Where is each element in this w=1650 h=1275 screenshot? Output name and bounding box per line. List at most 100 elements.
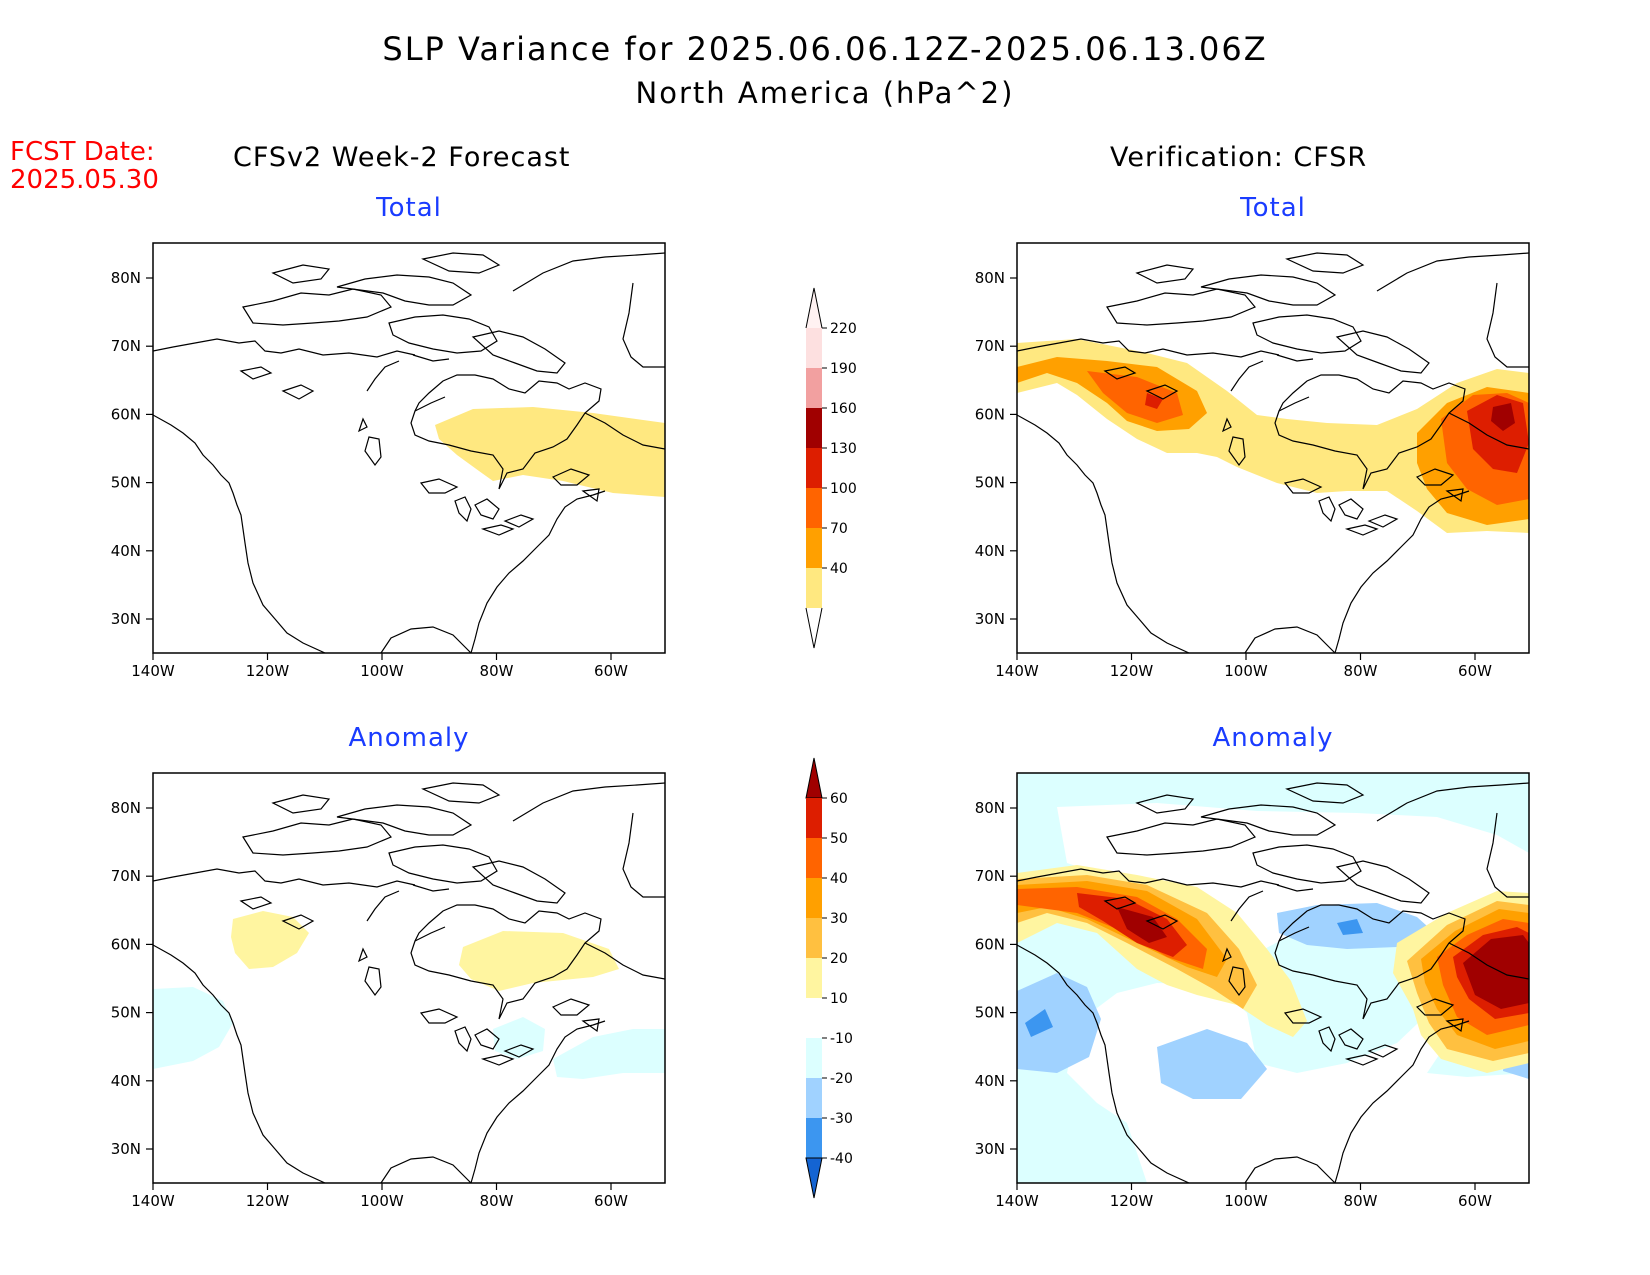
- lat-tick-label: 40N: [975, 542, 1005, 560]
- colorbar-anomaly-swatch: [806, 958, 822, 998]
- lat-tick-label: 50N: [975, 1004, 1005, 1022]
- axis-labels: 80N 70N 60N 50N 40N 30N 140W 120W 100W 80W 60W 80N 7…: [111, 269, 1492, 1210]
- colorbar-total-swatch: [806, 328, 822, 368]
- map-forecast-anomaly: [152, 772, 666, 1184]
- lat-tick-label: 70N: [111, 337, 141, 355]
- lon-tick-label: 60W: [1458, 1192, 1492, 1210]
- colorbar-anomaly-label: -30: [830, 1111, 853, 1127]
- forecast-column-title: CFSv2 Week-2 Forecast: [233, 142, 571, 173]
- panel-label-verification-total: Total: [1240, 193, 1306, 223]
- colorbar-total-swatch: [806, 528, 822, 568]
- lon-tick-label: 60W: [594, 1192, 628, 1210]
- colorbar-anomaly-label: 20: [830, 951, 848, 967]
- colorbar-total-label: 40: [830, 561, 848, 577]
- panel-label-forecast-anomaly: Anomaly: [348, 723, 470, 753]
- lon-tick-label: 120W: [1110, 662, 1154, 680]
- lat-tick-label: 60N: [975, 935, 1005, 953]
- lat-tick-label: 30N: [111, 1140, 141, 1158]
- lat-tick-label: 60N: [111, 405, 141, 423]
- lon-tick-label: 140W: [995, 662, 1039, 680]
- fcst-date-value: 2025.05.30: [10, 165, 159, 195]
- lon-tick-label: 140W: [131, 662, 175, 680]
- lat-tick-label: 30N: [975, 610, 1005, 628]
- map-forecast-total: [152, 242, 666, 654]
- shade-forecast-anomaly-neg10-b: [493, 1017, 665, 1079]
- colorbar-anomaly-label: -20: [830, 1071, 853, 1087]
- colorbar-anomaly-swatch: [806, 918, 822, 958]
- shade-verification-anomaly-60: [1117, 907, 1529, 1009]
- lon-tick-label: 100W: [360, 1192, 404, 1210]
- shade-verification-anomaly-50: [1077, 893, 1529, 1019]
- lat-tick-label: 80N: [111, 269, 141, 287]
- colorbar-total-swatch: [806, 448, 822, 488]
- lon-tick-label: 100W: [360, 662, 404, 680]
- lon-tick-label: 60W: [594, 662, 628, 680]
- colorbar-anomaly: 60 50 40 30 20 10 -10 -20 -30 -40: [805, 757, 853, 1199]
- colorbar-anomaly-swatch: [806, 998, 822, 1038]
- colorbar-anomaly-label: 60: [830, 791, 848, 807]
- colorbar-anomaly-label: -10: [830, 1031, 853, 1047]
- panel-label-forecast-total: Total: [376, 193, 442, 223]
- shade-verification-total-100: [1087, 371, 1529, 505]
- lat-tick-label: 80N: [975, 269, 1005, 287]
- lon-tick-label: 120W: [246, 662, 290, 680]
- lat-tick-label: 40N: [975, 1072, 1005, 1090]
- figure-title: SLP Variance for 2025.06.06.12Z-2025.06.…: [382, 30, 1268, 68]
- lon-tick-label: 80W: [480, 1192, 514, 1210]
- colorbar-anomaly-swatch: [806, 1118, 822, 1158]
- lat-tick-label: 70N: [111, 867, 141, 885]
- shade-forecast-total-40: [435, 407, 665, 497]
- lat-tick-label: 70N: [975, 337, 1005, 355]
- lat-tick-label: 60N: [975, 405, 1005, 423]
- colorbar-total-label: 160: [830, 401, 857, 417]
- lon-tick-label: 120W: [246, 1192, 290, 1210]
- shade-forecast-anomaly-10-a: [231, 911, 309, 969]
- colorbar-anomaly-swatch: [806, 878, 822, 918]
- colorbar-total-label: 70: [830, 521, 848, 537]
- lat-tick-label: 50N: [111, 474, 141, 492]
- colorbar-anomaly-swatch: [806, 1038, 822, 1078]
- lat-tick-label: 30N: [111, 610, 141, 628]
- lon-tick-label: 80W: [480, 662, 514, 680]
- lon-tick-label: 140W: [131, 1192, 175, 1210]
- lat-tick-label: 30N: [975, 1140, 1005, 1158]
- lat-tick-label: 40N: [111, 1072, 141, 1090]
- colorbar-anomaly-swatch: [806, 1078, 822, 1118]
- lon-tick-label: 60W: [1458, 662, 1492, 680]
- map-verification-anomaly: [1016, 772, 1530, 1184]
- colorbar-total-label: 130: [830, 441, 857, 457]
- panel-label-verification-anomaly: Anomaly: [1212, 723, 1334, 753]
- lat-tick-label: 60N: [111, 935, 141, 953]
- lat-tick-label: 70N: [975, 867, 1005, 885]
- lat-tick-label: 80N: [111, 799, 141, 817]
- colorbar-anomaly-label: 10: [830, 991, 848, 1007]
- colorbar-anomaly-label: -40: [830, 1151, 853, 1167]
- colorbar-total-swatch: [806, 568, 822, 608]
- colorbar-anomaly-swatch: [806, 798, 822, 838]
- fcst-date-label: FCST Date:: [10, 137, 155, 167]
- lat-tick-label: 80N: [975, 799, 1005, 817]
- colorbar-anomaly-label: 40: [830, 871, 848, 887]
- colorbar-total-swatch: [806, 408, 822, 448]
- shade-verification-total-130: [1145, 393, 1529, 473]
- colorbar-anomaly-label: 30: [830, 911, 848, 927]
- colorbar-anomaly-label: 50: [830, 831, 848, 847]
- lat-tick-label: 50N: [111, 1004, 141, 1022]
- figure-subtitle: North America (hPa^2): [635, 76, 1015, 110]
- colorbar-total-label: 100: [830, 481, 857, 497]
- lat-tick-label: 40N: [111, 542, 141, 560]
- shade-forecast-anomaly-10-b: [459, 931, 619, 991]
- verification-column-title: Verification: CFSR: [1110, 142, 1368, 173]
- colorbar-total-label: 220: [830, 321, 857, 337]
- lon-tick-label: 80W: [1344, 1192, 1378, 1210]
- map-verification-total: [1016, 242, 1530, 654]
- lon-tick-label: 100W: [1224, 1192, 1268, 1210]
- lat-tick-label: 50N: [975, 474, 1005, 492]
- lon-tick-label: 80W: [1344, 662, 1378, 680]
- lon-tick-label: 100W: [1224, 662, 1268, 680]
- colorbar-total-swatch: [806, 368, 822, 408]
- shade-verification-total-160: [1491, 403, 1515, 431]
- colorbar-total-label: 190: [830, 361, 857, 377]
- colorbar-total-swatch: [806, 488, 822, 528]
